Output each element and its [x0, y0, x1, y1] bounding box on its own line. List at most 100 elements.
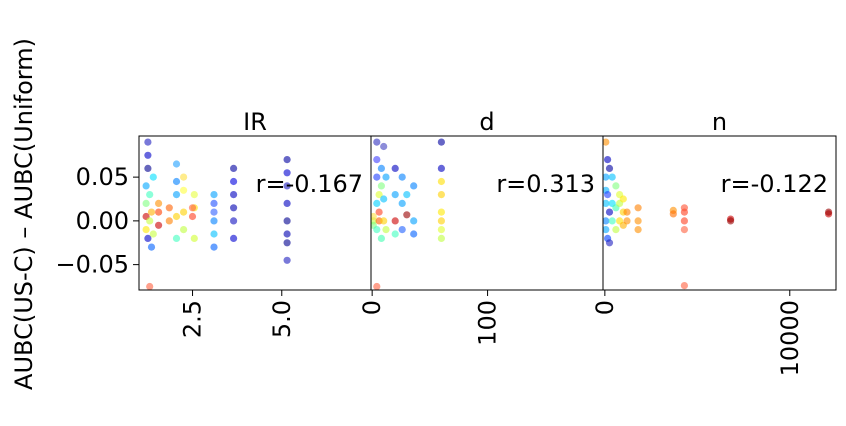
- data-point: [180, 226, 188, 234]
- data-point: [612, 226, 620, 234]
- data-point: [604, 156, 612, 164]
- data-point: [605, 164, 614, 172]
- panels: IR r=-0.167 0.05 0.00 −0.05 2.5 5.0 d r=0.313 0 10…: [55, 108, 837, 376]
- data-point: [283, 182, 291, 190]
- data-point: [180, 208, 188, 216]
- panel-title: d: [479, 108, 494, 136]
- data-point: [210, 217, 218, 225]
- data-point: [377, 234, 385, 242]
- panel-d: d r=0.313 0 100: [358, 108, 604, 346]
- data-point: [142, 182, 150, 190]
- y-axis-label: AUBC(US-C) – AUBC(Uniform): [10, 38, 38, 390]
- data-point: [437, 191, 445, 199]
- data-point: [188, 212, 197, 221]
- data-point: [190, 191, 198, 199]
- data-point: [230, 234, 238, 242]
- correlation-annotation: r=-0.167: [256, 170, 363, 198]
- data-point: [410, 182, 418, 190]
- data-point: [437, 177, 445, 186]
- panel-frame: [602, 135, 837, 291]
- data-point: [603, 226, 610, 234]
- data-point: [230, 204, 238, 212]
- data-point: [147, 208, 156, 216]
- data-point: [825, 208, 833, 216]
- x-tick-label: 2.5: [179, 300, 207, 338]
- data-point: [669, 210, 677, 218]
- data-point: [604, 191, 612, 199]
- data-point: [410, 217, 418, 225]
- data-point: [391, 230, 399, 238]
- data-point: [608, 173, 616, 181]
- data-point: [180, 173, 188, 181]
- data-point: [373, 173, 381, 181]
- x-tick-label: 0: [358, 300, 386, 315]
- data-point: [144, 151, 152, 159]
- panel-frame: [138, 135, 372, 291]
- data-point: [403, 211, 411, 219]
- data-point: [230, 217, 238, 225]
- data-point: [398, 173, 406, 181]
- data-point: [172, 160, 181, 168]
- data-point: [210, 243, 218, 251]
- data-point: [612, 182, 620, 190]
- data-point: [437, 208, 445, 216]
- panel-title: n: [712, 108, 727, 136]
- data-point: [605, 208, 614, 216]
- data-point: [144, 164, 152, 172]
- data-point: [377, 164, 385, 172]
- data-point: [382, 226, 390, 234]
- panel-title: IR: [243, 108, 267, 136]
- data-point: [172, 191, 181, 199]
- data-point: [144, 138, 152, 146]
- data-point: [437, 226, 445, 234]
- x-tick-label: 0: [591, 300, 619, 315]
- data-point: [377, 182, 385, 190]
- data-points: [371, 138, 445, 290]
- data-point: [437, 234, 445, 242]
- correlation-annotation: r=-0.122: [721, 170, 828, 198]
- data-point: [375, 191, 383, 199]
- data-point: [210, 199, 218, 207]
- data-point: [608, 217, 616, 225]
- data-point: [603, 199, 610, 207]
- data-point: [437, 217, 445, 225]
- data-point: [680, 282, 689, 290]
- data-point: [210, 191, 218, 199]
- data-point: [142, 199, 150, 207]
- data-point: [283, 256, 291, 264]
- panel-n: n r=-0.122 0 10000: [591, 108, 837, 376]
- data-point: [283, 230, 291, 238]
- data-point: [375, 208, 383, 216]
- data-point: [727, 217, 735, 225]
- y-tick-label: 0.05: [76, 163, 129, 191]
- panel-IR: IR r=-0.167 0.05 0.00 −0.05 2.5 5.0: [55, 108, 372, 338]
- data-point: [410, 230, 418, 238]
- data-point: [680, 226, 689, 234]
- data-point: [142, 226, 150, 234]
- data-point: [634, 204, 642, 212]
- data-point: [373, 226, 381, 234]
- data-point: [149, 230, 157, 238]
- data-point: [380, 142, 388, 151]
- data-point: [373, 156, 381, 164]
- data-point: [680, 217, 689, 225]
- data-point: [619, 195, 627, 203]
- data-point: [230, 164, 238, 172]
- data-point: [144, 234, 152, 242]
- data-point: [382, 173, 390, 181]
- data-point: [147, 243, 156, 251]
- data-point: [165, 204, 173, 212]
- data-point: [603, 217, 610, 225]
- data-point: [634, 217, 642, 225]
- data-point: [283, 199, 291, 207]
- data-point: [190, 234, 198, 242]
- y-tick-label: 0.00: [76, 207, 129, 235]
- data-point: [146, 282, 154, 290]
- x-tick-label: 10000: [776, 300, 804, 376]
- data-point: [188, 204, 197, 212]
- data-point: [373, 138, 381, 146]
- data-point: [230, 191, 238, 199]
- data-point: [398, 199, 406, 207]
- data-point: [437, 138, 445, 146]
- data-point: [603, 138, 610, 146]
